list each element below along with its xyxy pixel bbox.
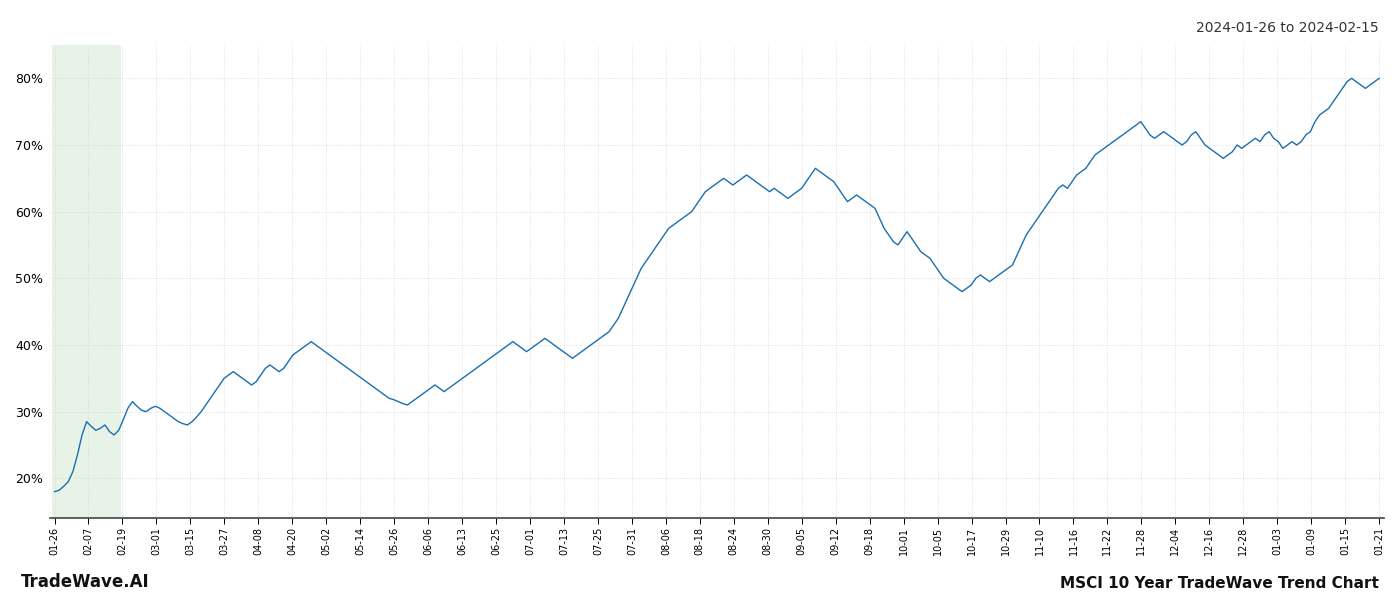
Text: MSCI 10 Year TradeWave Trend Chart: MSCI 10 Year TradeWave Trend Chart xyxy=(1060,576,1379,591)
Bar xyxy=(52,45,120,518)
Text: TradeWave.AI: TradeWave.AI xyxy=(21,573,150,591)
Text: 2024-01-26 to 2024-02-15: 2024-01-26 to 2024-02-15 xyxy=(1197,21,1379,35)
